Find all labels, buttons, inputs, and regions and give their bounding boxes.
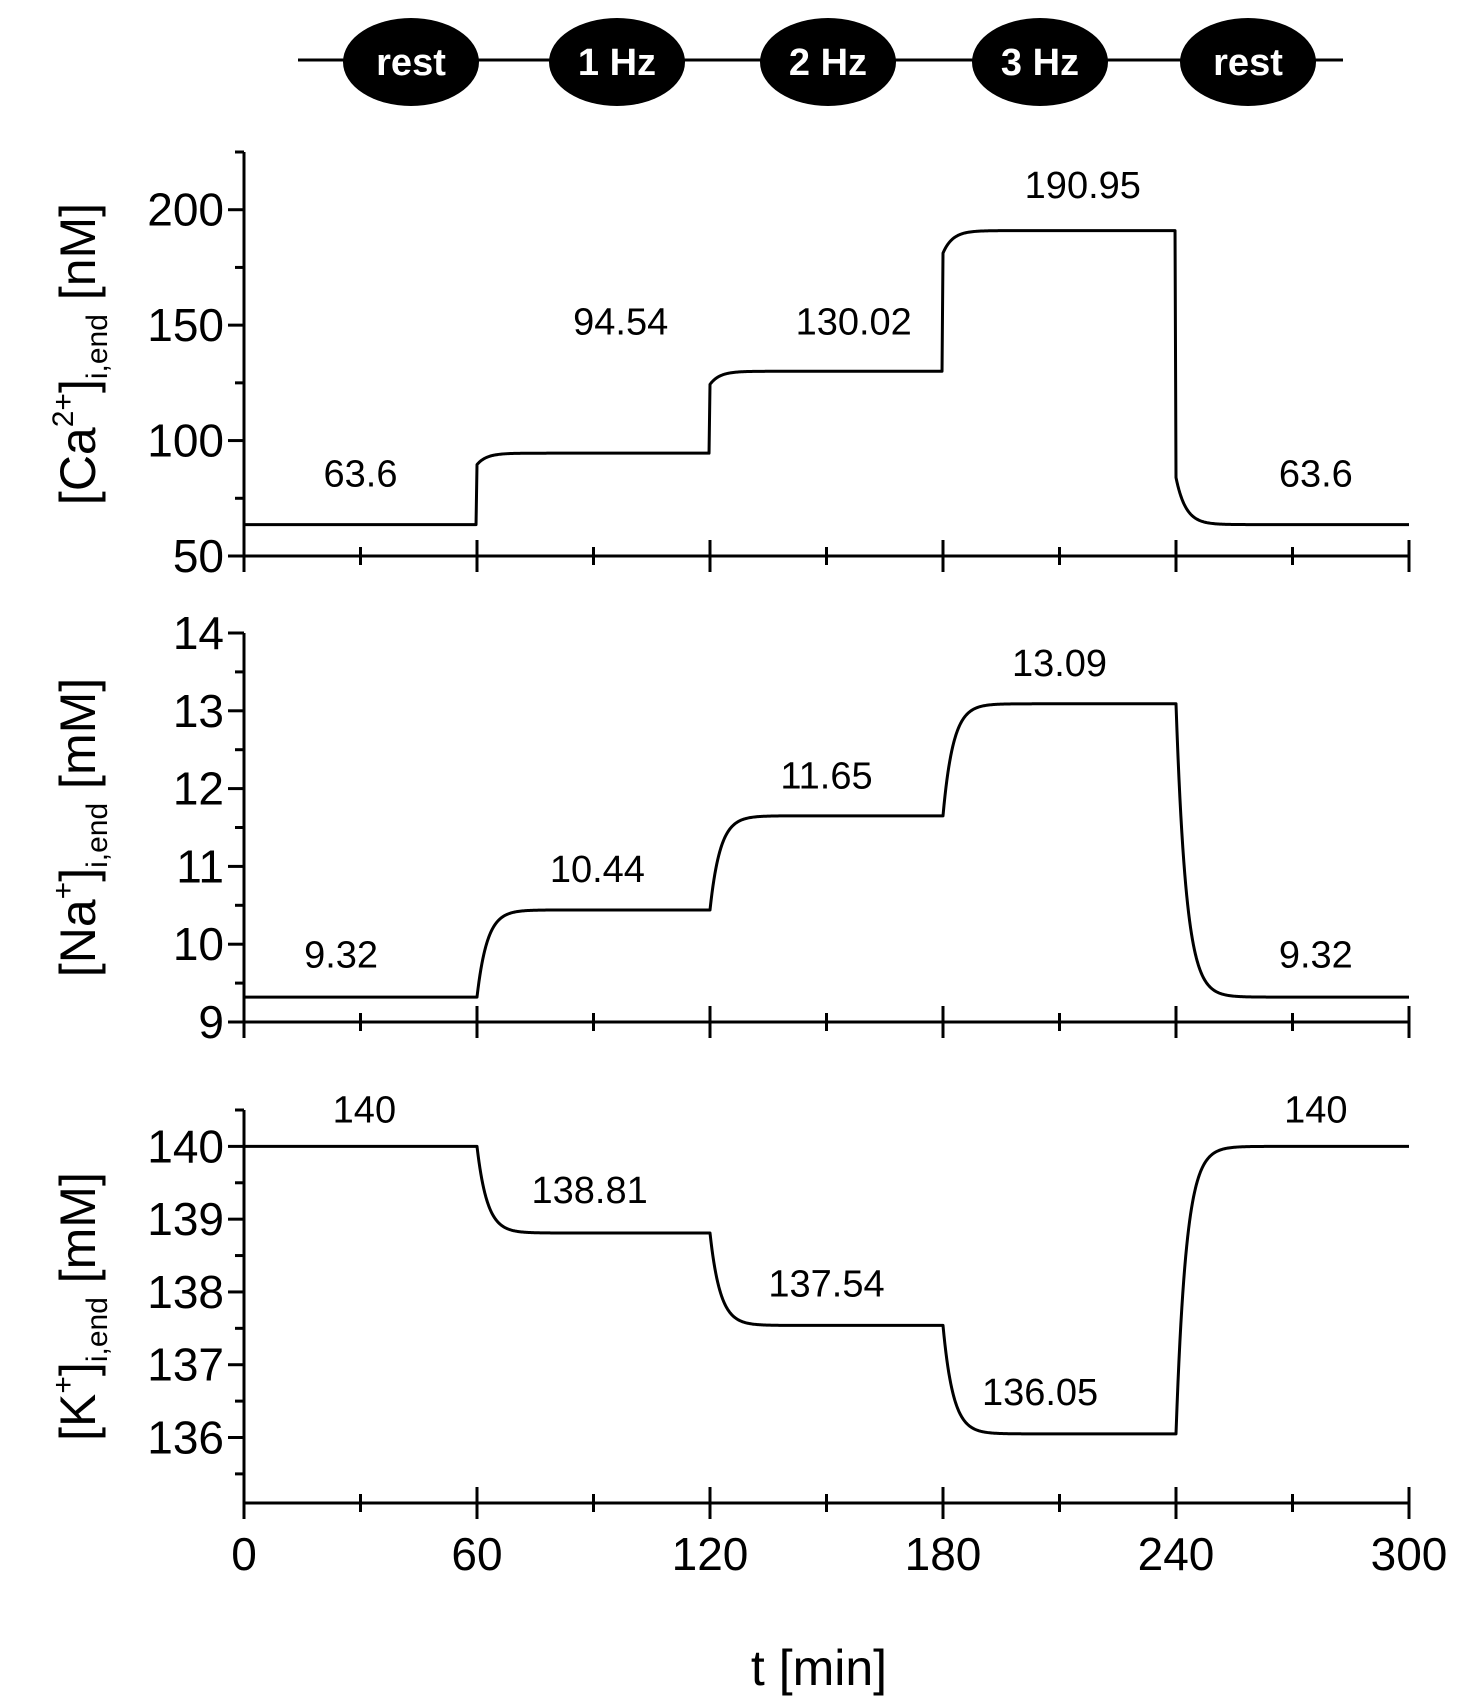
level-value-label: 140 [333, 1089, 396, 1131]
protocol-stage: 2 Hz [760, 18, 896, 106]
level-value-label: 63.6 [1279, 454, 1353, 496]
protocol-stage: 3 Hz [972, 18, 1108, 106]
x-tick-label: 300 [1371, 1528, 1448, 1580]
level-value-label: 9.32 [1279, 935, 1353, 977]
y-tick-label: 14 [173, 607, 224, 659]
y-tick-label: 9 [198, 996, 224, 1048]
y-tick-label: 136 [147, 1412, 224, 1464]
sodium-panel: 9 10 11 12 13 14 9.32 10.44 11.65 13.09 9.32 [Na+]i… [47, 607, 1411, 1048]
protocol-stage-label: 2 Hz [789, 42, 867, 84]
y-axis-label: [Ca2+]i,end [nM] [47, 203, 114, 505]
protocol-stage-marker [549, 18, 685, 106]
x-tick-label: 180 [905, 1528, 982, 1580]
protocol-stage-marker [972, 18, 1108, 106]
y-tick-label: 137 [147, 1339, 224, 1391]
y-tick-label: 139 [147, 1193, 224, 1245]
y-tick-label: 100 [147, 415, 224, 467]
y-tick-label: 12 [173, 763, 224, 815]
level-value-label: 10.44 [550, 849, 645, 891]
level-value-label: 140 [1284, 1089, 1347, 1131]
y-axis-label: [K+]i,end [mM] [47, 1172, 114, 1441]
level-value-label: 137.54 [768, 1263, 884, 1305]
y-tick-label: 140 [147, 1120, 224, 1172]
protocol-stage-marker [343, 18, 479, 106]
y-tick-label: 150 [147, 299, 224, 351]
x-tick-label: 60 [451, 1528, 502, 1580]
y-tick-label: 200 [147, 184, 224, 236]
y-tick-label: 11 [176, 840, 224, 892]
y-tick-label: 138 [147, 1266, 224, 1318]
response-curve [243, 1144, 1410, 1436]
protocol-stage: rest [343, 18, 479, 106]
protocol-stage-marker [1180, 18, 1316, 106]
level-value-label: 190.95 [1025, 165, 1141, 207]
level-value-label: 130.02 [796, 301, 912, 343]
level-value-label: 138.81 [531, 1170, 647, 1212]
potassium-panel: 136 137 138 139 140 0 60 120 180 240 300 140 138.81 1… [47, 1089, 1447, 1580]
response-curve [243, 702, 1410, 999]
protocol-stage-marker [760, 18, 896, 106]
x-tick-label: 120 [672, 1528, 749, 1580]
level-value-label: 13.09 [1012, 643, 1107, 685]
protocol-stage: rest [1180, 18, 1316, 106]
y-tick-label: 10 [173, 918, 224, 970]
y-tick-label: 13 [173, 685, 224, 737]
x-tick-label: 240 [1138, 1528, 1215, 1580]
stimulation-protocol: rest 1 Hz 2 Hz 3 Hz rest [298, 18, 1343, 106]
level-value-label: 136.05 [982, 1372, 1098, 1414]
level-value-label: 94.54 [573, 301, 668, 343]
protocol-stage-label: 1 Hz [578, 42, 656, 84]
protocol-stage-label: rest [376, 42, 446, 84]
calcium-panel: 50 100 150 200 63.6 94.54 130.02 190.95 63.6 [Ca2… [47, 150, 1411, 582]
level-value-label: 63.6 [324, 454, 398, 496]
level-value-label: 9.32 [304, 935, 378, 977]
x-tick-label: 0 [231, 1528, 257, 1580]
response-curve [243, 229, 1410, 527]
protocol-stage: 1 Hz [549, 18, 685, 106]
y-axis-label: [Na+]i,end [mM] [47, 678, 114, 977]
y-tick-label: 50 [173, 530, 224, 582]
x-axis-label: t [min] [751, 1640, 887, 1696]
protocol-stage-label: 3 Hz [1001, 42, 1079, 84]
level-value-label: 11.65 [780, 756, 872, 798]
protocol-stage-label: rest [1213, 42, 1283, 84]
